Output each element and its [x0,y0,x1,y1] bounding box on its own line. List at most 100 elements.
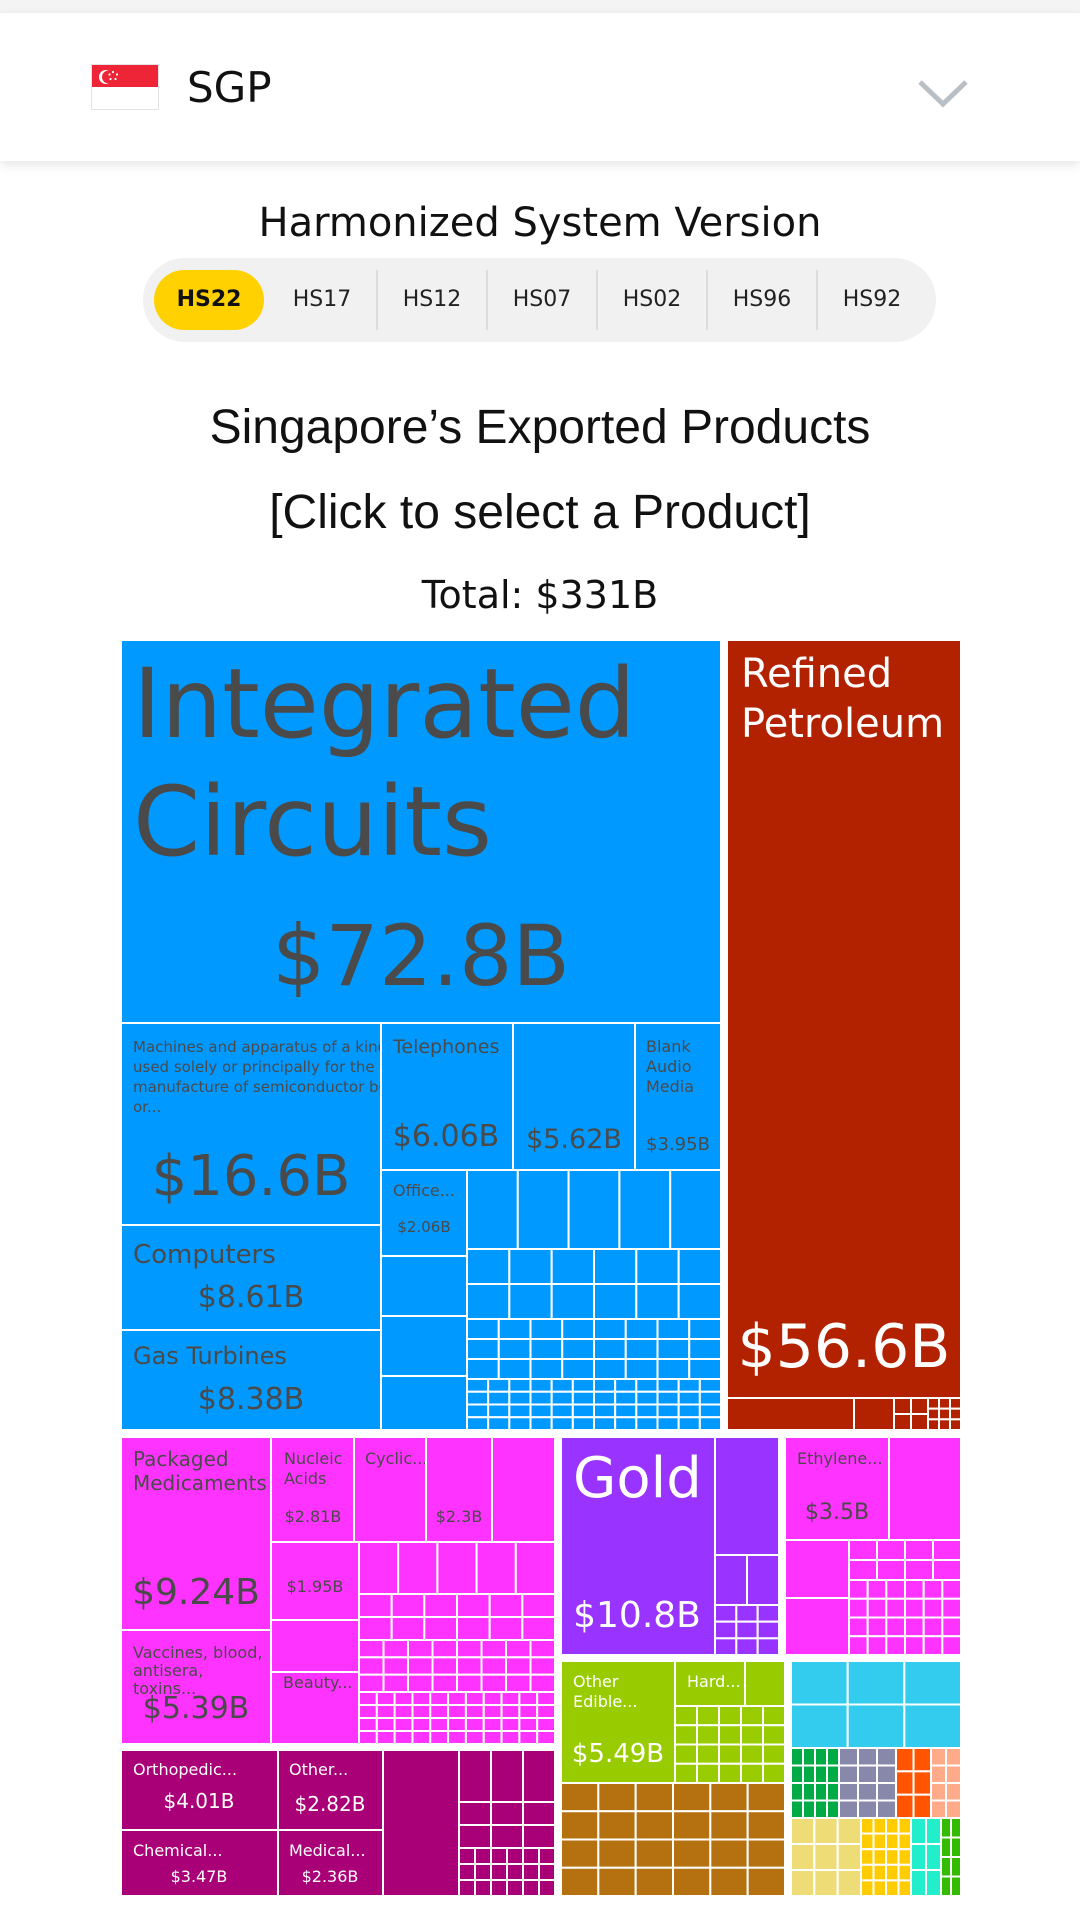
tile-chemical-small[interactable] [431,1673,458,1693]
tile-machinery-small[interactable] [698,1378,722,1393]
tile-other-edible[interactable] [560,1660,676,1784]
tile-plastics-small[interactable] [904,1539,934,1561]
tile-machinery-small[interactable] [677,1416,701,1431]
tile-cyan-small[interactable] [903,1703,962,1749]
tile-yellow-small[interactable] [836,1869,863,1897]
tile-machinery-small[interactable] [466,1248,511,1285]
tile-gold-small[interactable] [860,1879,875,1898]
tile-hard-liquor[interactable] [674,1660,746,1707]
tile-grey-small[interactable] [876,1799,897,1819]
tile-machinery-small[interactable] [688,1358,722,1380]
tile-mineral-small[interactable] [910,1413,929,1431]
tile-chemical-small[interactable] [375,1730,396,1745]
tile-plastics-small[interactable] [904,1616,925,1638]
tile-plastics-small[interactable] [876,1539,906,1561]
tile-gold-small[interactable] [872,1817,887,1835]
tile-metals-small[interactable] [735,1604,759,1623]
tile-machinery-small[interactable] [656,1403,680,1419]
tile-vegetables-small[interactable] [740,1705,764,1727]
tile-misc-small[interactable] [560,1838,600,1869]
tile-chemical-small[interactable] [521,1616,556,1641]
tile-orange-small[interactable] [912,1770,932,1796]
tile-machinery-small[interactable] [529,1390,553,1406]
tile-gold-small[interactable] [897,1848,912,1866]
tile-chemical-2-3b[interactable] [425,1436,493,1543]
tile-cyan-small[interactable] [790,1660,849,1706]
tile-machinery-small[interactable] [593,1416,617,1431]
tile-misc-small[interactable] [597,1782,637,1813]
tile-vegetables-small[interactable] [740,1724,764,1746]
tile-machinery-small[interactable] [593,1248,638,1285]
tile-chemical-small[interactable] [407,1656,434,1676]
tile-chemical-small[interactable] [393,1691,414,1706]
tile-yellow-small[interactable] [790,1869,816,1897]
tile-green-small[interactable] [826,1747,840,1767]
tile-grey-small[interactable] [838,1747,859,1767]
tile-machinery-small[interactable] [487,1403,511,1419]
tile-misc-small[interactable] [634,1838,675,1869]
tile-machinery-small[interactable] [698,1390,722,1406]
tile-chemical-small[interactable] [397,1541,439,1595]
tile-chemical-small[interactable] [464,1730,485,1745]
tile-plastics-small[interactable] [885,1616,906,1638]
tile-green-small[interactable] [814,1782,828,1802]
tile-chemical-small[interactable] [475,1541,517,1595]
tile-instruments-small[interactable] [490,1847,508,1865]
tile-chemical-small[interactable] [536,1704,557,1719]
tile-packaged-medicaments[interactable] [120,1436,272,1631]
tile-chemical-small[interactable] [529,1639,556,1659]
tile-mineral-small[interactable] [938,1418,951,1432]
tile-metals-small[interactable] [746,1554,780,1606]
tile-metals-small[interactable] [714,1554,748,1606]
tile-mineral-small[interactable] [927,1418,940,1432]
tile-metals-small[interactable] [714,1620,738,1640]
tile-orange-small[interactable] [912,1793,932,1819]
tile-machinery-small[interactable] [497,1318,532,1340]
tile-machinery-small[interactable] [466,1283,511,1320]
tile-cyan-small[interactable] [846,1660,906,1706]
tile-plastics-small[interactable] [866,1616,888,1638]
tile-machinery-small[interactable] [635,1416,659,1431]
tile-yellow-small[interactable] [836,1843,863,1871]
tile-gold-small[interactable] [885,1879,900,1898]
tile-misc-small[interactable] [709,1838,749,1869]
tile-metals-small[interactable] [714,1637,738,1657]
tile-gold[interactable] [560,1436,716,1656]
tile-chemical-small[interactable] [488,1616,524,1641]
tile-chemical-small[interactable] [429,1704,450,1719]
tile-machinery-small[interactable] [656,1390,680,1406]
tile-chemical-small[interactable] [456,1656,483,1676]
tile-chemical-small[interactable] [429,1691,450,1706]
tile-plastics-small[interactable] [932,1559,962,1581]
tile-machinery-small[interactable] [466,1403,490,1419]
tile-misc-small[interactable] [597,1866,637,1897]
tile-instruments-small[interactable] [458,1824,492,1849]
tile-instruments-small[interactable] [506,1847,524,1865]
tile-cyan-small[interactable] [846,1703,906,1749]
tile-instruments-small[interactable] [538,1863,556,1881]
tile-yellow-small[interactable] [813,1843,839,1871]
tile-misc-small[interactable] [709,1810,749,1841]
tile-chemical-small[interactable] [382,1639,409,1659]
tab-hs07[interactable]: HS07 [512,287,572,312]
chevron-down-icon[interactable] [917,78,969,108]
tile-vegetables-small[interactable] [744,1660,786,1707]
tile-teal-small[interactable] [925,1869,942,1897]
tile-gold-small[interactable] [897,1817,912,1835]
tile-mineral-small[interactable] [938,1407,951,1421]
tile-gold-small[interactable] [885,1863,900,1882]
tile-gas-turbines[interactable] [120,1329,382,1431]
tile-mineral-small[interactable] [893,1413,912,1431]
tile-orange-small[interactable] [912,1747,932,1773]
tile-plastics-small[interactable] [784,1597,850,1656]
tile-chemical-small[interactable] [464,1717,485,1732]
tile-chemical-small[interactable] [447,1704,467,1719]
tile-plastics-small[interactable] [866,1579,888,1600]
tile-telephones[interactable] [380,1022,514,1171]
tile-chemical-small[interactable] [500,1704,521,1719]
tile-peach-small[interactable] [945,1764,962,1784]
tile-gold-small[interactable] [885,1817,900,1835]
tab-hs12[interactable]: HS12 [402,287,462,312]
country-header[interactable]: SGP [0,13,1080,161]
tile-chemical-small[interactable] [500,1691,521,1706]
